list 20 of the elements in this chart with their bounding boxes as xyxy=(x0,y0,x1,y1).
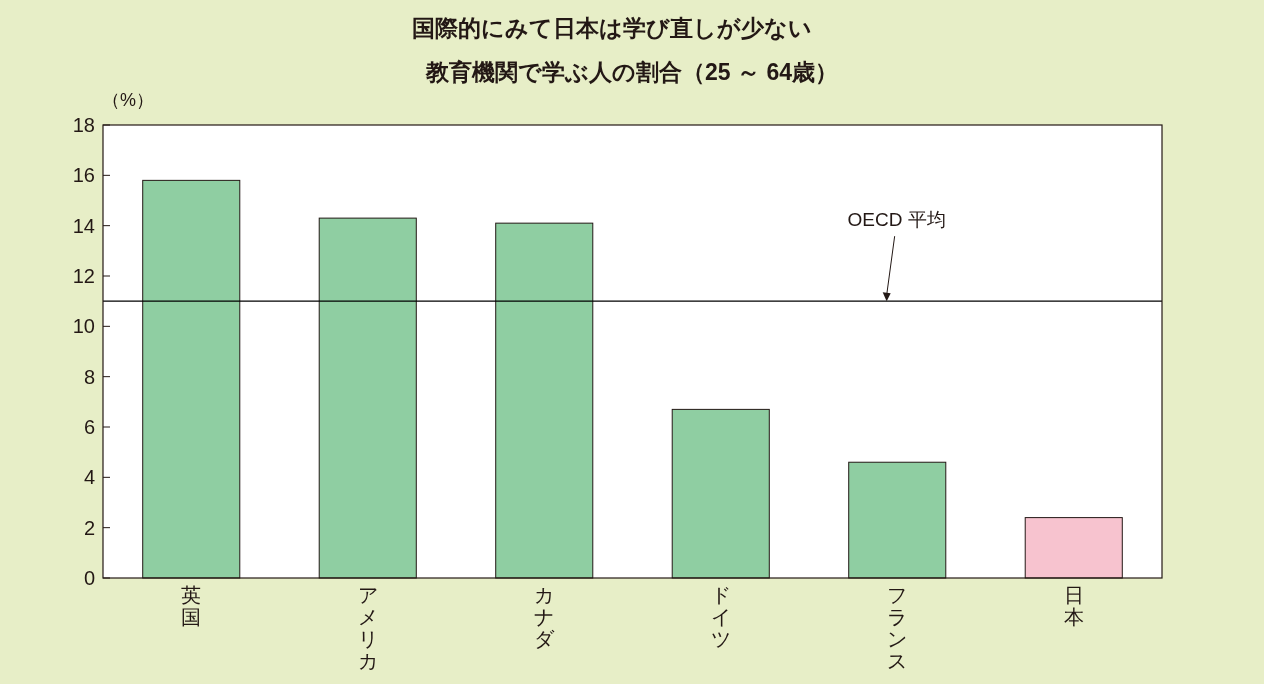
y-tick-label: 18 xyxy=(72,114,95,136)
chart-title: 国際的にみて日本は学び直しが少ない xyxy=(412,15,812,41)
y-tick-label: 0 xyxy=(83,567,95,589)
x-tick-label: ドイツ xyxy=(710,584,731,650)
x-tick-label: フランス xyxy=(887,584,908,672)
x-tick-label: 日本 xyxy=(1063,584,1084,628)
y-axis-title: （%） xyxy=(101,90,155,110)
x-tick-label: カナダ xyxy=(534,584,556,650)
chart-subtitle: 教育機関で学ぶ人の割合（25 ～ 64歳） xyxy=(425,59,838,85)
ref-line-label: OECD 平均 xyxy=(847,209,946,231)
y-tick-label: 4 xyxy=(83,466,95,489)
y-tick-label: 6 xyxy=(83,416,95,438)
x-tick-label: 英国 xyxy=(181,584,202,628)
y-tick-label: 2 xyxy=(83,516,95,539)
y-tick-label: 10 xyxy=(72,315,95,338)
y-tick-label: 12 xyxy=(72,265,95,287)
y-tick-label: 8 xyxy=(83,365,95,388)
y-tick-label: 16 xyxy=(72,164,95,187)
x-tick-label: アメリカ xyxy=(357,584,378,672)
y-tick-label: 14 xyxy=(72,214,95,237)
